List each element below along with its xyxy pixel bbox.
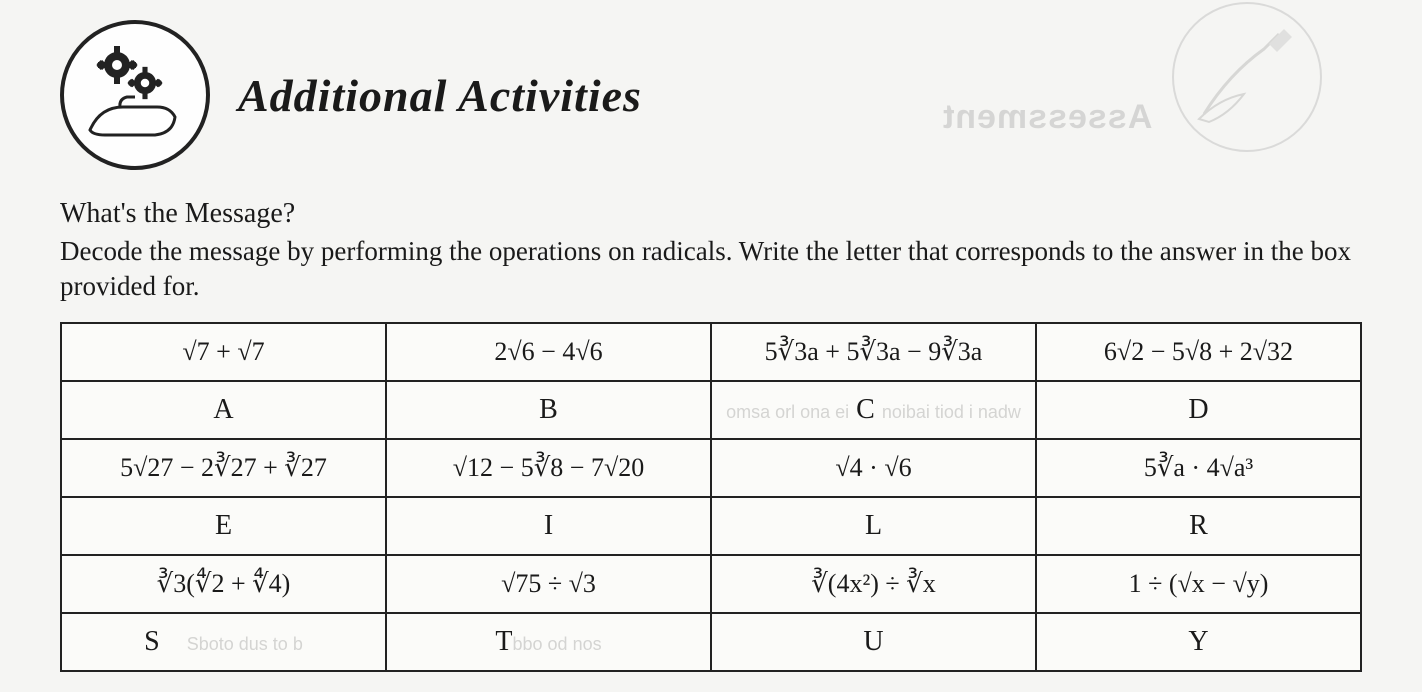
hand-gears-icon: [60, 20, 210, 170]
expr-cell: 5√27 − 2∛27 + ∛27: [61, 439, 386, 497]
letter-cell: D: [1036, 381, 1361, 439]
expr-cell: 5∛a · 4√a³: [1036, 439, 1361, 497]
expr-cell: ∛(4x²) ÷ ∛x: [711, 555, 1036, 613]
header: Additional Activities Assessment: [60, 20, 1362, 170]
page-title: Additional Activities: [238, 69, 642, 122]
expr-cell: 2√6 − 4√6: [386, 323, 711, 381]
watermark-text: Assessment: [942, 98, 1152, 137]
table-row: A B omsa orl ona ei C noibai tiod i nadw…: [61, 381, 1361, 439]
letter-cell: S Sboto dus to b: [61, 613, 386, 671]
table-row: 5√27 − 2∛27 + ∛27 √12 − 5∛8 − 7√20 √4 · …: [61, 439, 1361, 497]
table-row: ∛3(∜2 + ∜4) √75 ÷ √3 ∛(4x²) ÷ ∛x 1 ÷ (√x…: [61, 555, 1361, 613]
letter-cell: A: [61, 381, 386, 439]
expr-cell: √4 · √6: [711, 439, 1036, 497]
expr-cell: √7 + √7: [61, 323, 386, 381]
expr-cell: 6√2 − 5√8 + 2√32: [1036, 323, 1361, 381]
letter-cell: I: [386, 497, 711, 555]
pencil-hand-faint-icon: [1172, 2, 1322, 152]
radicals-table: √7 + √7 2√6 − 4√6 5∛3a + 5∛3a − 9∛3a 6√2…: [60, 322, 1362, 672]
letter-cell: B: [386, 381, 711, 439]
letter-cell: R: [1036, 497, 1361, 555]
expr-cell: 1 ÷ (√x − √y): [1036, 555, 1361, 613]
letter-cell: omsa orl ona ei C noibai tiod i nadw: [711, 381, 1036, 439]
letter-cell: L: [711, 497, 1036, 555]
letter-cell: Y: [1036, 613, 1361, 671]
expr-cell: √75 ÷ √3: [386, 555, 711, 613]
instruction-text: Decode the message by performing the ope…: [60, 234, 1362, 304]
expr-cell: ∛3(∜2 + ∜4): [61, 555, 386, 613]
table-row: S Sboto dus to b Tbbo od nos U Y: [61, 613, 1361, 671]
expr-cell: √12 − 5∛8 − 7√20: [386, 439, 711, 497]
question-heading: What's the Message?: [60, 198, 1362, 230]
expr-cell: 5∛3a + 5∛3a − 9∛3a: [711, 323, 1036, 381]
letter-cell: U: [711, 613, 1036, 671]
letter-cell: Tbbo od nos: [386, 613, 711, 671]
table-row: E I L R: [61, 497, 1361, 555]
letter-cell: E: [61, 497, 386, 555]
table-row: √7 + √7 2√6 − 4√6 5∛3a + 5∛3a − 9∛3a 6√2…: [61, 323, 1361, 381]
